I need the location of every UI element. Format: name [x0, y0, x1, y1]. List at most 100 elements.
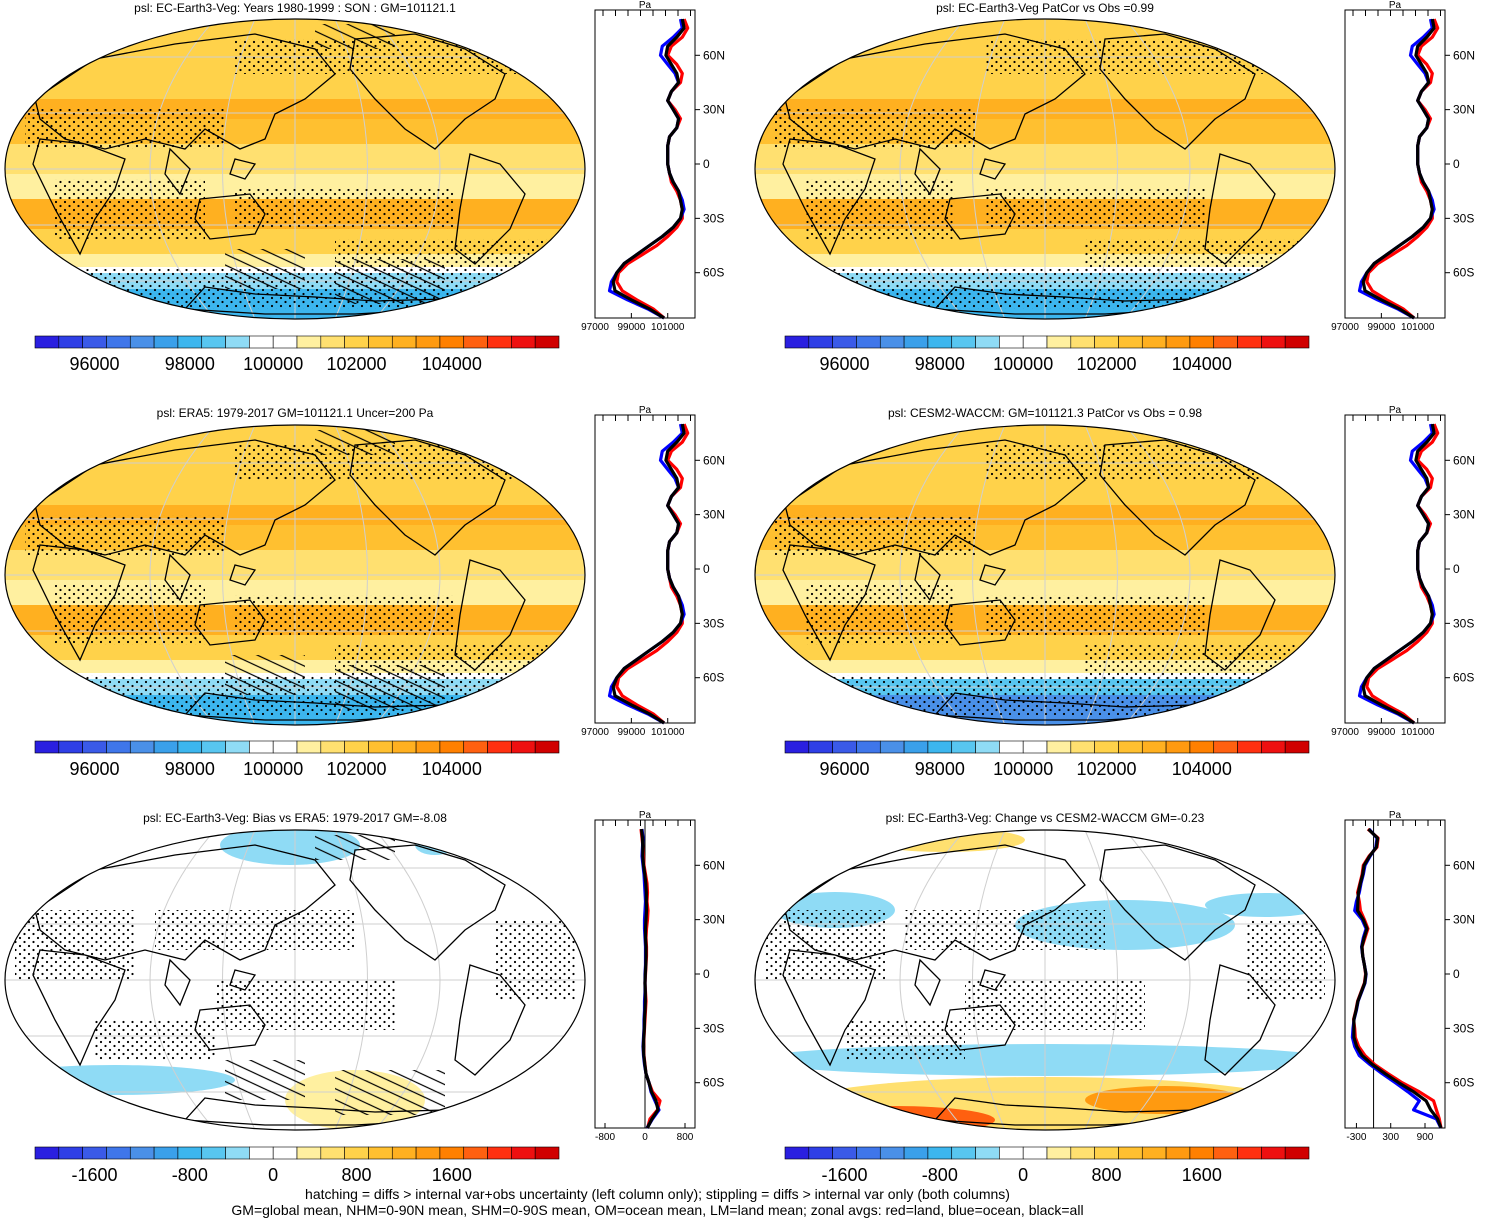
colorbar-swatch	[272, 1146, 298, 1160]
colorbar-swatch	[1189, 740, 1215, 754]
zonal-x-label: 101000	[651, 727, 685, 738]
zonal-unit-label: Pa	[1389, 405, 1402, 416]
colorbar-swatch	[1094, 1146, 1119, 1160]
zonal-lat-label: 0	[703, 157, 710, 171]
footer-hatching-note: hatching = diffs > internal var+obs unce…	[305, 1186, 1010, 1202]
colorbar-swatch	[903, 1146, 929, 1160]
colorbar-swatch	[463, 335, 488, 349]
zonal-x-label: 99000	[1367, 322, 1395, 333]
colorbar-swatch	[1165, 1146, 1191, 1160]
zonal-unit-label: Pa	[1389, 0, 1402, 11]
colorbar-tick-label: 100000	[243, 759, 303, 779]
footer-abbreviations-note: GM=global mean, NHM=0-90N mean, SHM=0-90…	[231, 1202, 1084, 1218]
zonal-lat-label: 0	[703, 562, 710, 576]
zonal-series-all	[1361, 423, 1436, 725]
map-title: psl: CESM2-WACCM: GM=101121.3 PatCor vs …	[888, 406, 1202, 420]
colorbar-swatch	[975, 1146, 1000, 1160]
colorbar-tick-label: 0	[1018, 1165, 1028, 1185]
colorbar-swatch	[201, 1146, 226, 1160]
zonal-plot-1-1: Pa 60N 30N 0 30S 60S 97000 99000 101000	[1331, 405, 1475, 738]
colorbar-tick-label: 1600	[1182, 1165, 1222, 1185]
zonal-lat-label: 30S	[1453, 211, 1474, 225]
colorbar-swatch	[1141, 335, 1167, 349]
colorbar-swatch	[1022, 740, 1048, 754]
colorbar-swatch	[1284, 740, 1310, 754]
colorbar-swatch	[225, 1146, 250, 1160]
colorbar-abs-0-1: 96000 98000 100000 102000 104000	[784, 335, 1310, 374]
colorbar-swatch	[106, 335, 131, 349]
zonal-plot-1-0: Pa 60N 30N 0 30S 60S 97000 99000 101000	[581, 405, 725, 738]
coastlines	[782, 844, 1276, 1126]
zonal-series-land	[615, 423, 690, 725]
map-field	[5, 425, 585, 725]
map-border	[4, 424, 586, 726]
colorbar-swatch	[1284, 335, 1310, 349]
colorbar-swatch	[439, 335, 465, 349]
map-field	[755, 830, 1335, 1130]
colorbar-abs-1-0: 96000 98000 100000 102000 104000	[34, 740, 560, 779]
colorbar-swatch	[951, 1146, 976, 1160]
colorbar-swatch	[1261, 335, 1286, 349]
colorbar-swatch	[1046, 740, 1072, 754]
colorbar-swatch	[58, 740, 83, 754]
colorbar-tick-label: 100000	[993, 354, 1053, 374]
colorbar-tick-label: 96000	[820, 759, 870, 779]
map-border	[754, 18, 1336, 320]
colorbar-tick-label: -1600	[822, 1165, 868, 1185]
zonal-x-label: 99000	[617, 322, 645, 333]
colorbar-swatch	[415, 1146, 441, 1160]
colorbar-swatch	[225, 740, 250, 754]
colorbar-swatch	[1070, 740, 1095, 754]
colorbar-swatch	[1022, 335, 1048, 349]
colorbar-swatch	[951, 740, 976, 754]
zonal-lat-label: 60S	[1453, 266, 1474, 280]
zonal-x-label: 900	[1417, 1132, 1434, 1143]
colorbar-tick-label: 102000	[1077, 354, 1137, 374]
zonal-lat-label: 60N	[1453, 48, 1475, 62]
colorbar-diff-2-0: -1600 -800 0 800 1600	[34, 1146, 560, 1185]
colorbar-swatch	[487, 335, 512, 349]
colorbar-swatch	[511, 740, 536, 754]
zonal-x-label: 99000	[617, 727, 645, 738]
map-panel-p4: psl: CESM2-WACCM: GM=101121.3 PatCor vs …	[754, 406, 1336, 726]
colorbar-swatch	[999, 740, 1024, 754]
colorbar-tick-label: 1600	[432, 1165, 472, 1185]
colorbar-swatch	[808, 740, 833, 754]
colorbar-swatch	[177, 335, 203, 349]
colorbar-tick-label: 800	[1092, 1165, 1122, 1185]
colorbar-swatch	[1261, 1146, 1286, 1160]
zonal-lat-label: 60N	[1453, 858, 1475, 872]
colorbar-swatch	[832, 335, 857, 349]
colorbar-swatch	[249, 1146, 274, 1160]
colorbar-tick-label: 0	[268, 1165, 278, 1185]
colorbar-swatch	[296, 740, 322, 754]
colorbar-swatch	[82, 335, 107, 349]
zonal-lat-label: 30N	[1453, 103, 1475, 117]
zonal-lat-label: 30S	[703, 1021, 724, 1035]
colorbar-swatch	[1118, 335, 1143, 349]
colorbar-swatch	[1141, 740, 1167, 754]
zonal-series-land	[615, 18, 690, 320]
zonal-series-land	[1365, 18, 1440, 320]
colorbar-swatch	[903, 335, 929, 349]
zonal-lat-label: 30S	[1453, 1021, 1474, 1035]
zonal-lat-label: 60S	[1453, 671, 1474, 685]
colorbar-swatch	[784, 1146, 810, 1160]
colorbar-swatch	[272, 335, 298, 349]
zonal-lat-label: 30N	[703, 103, 725, 117]
colorbar-swatch	[391, 1146, 417, 1160]
colorbar-swatch	[927, 740, 953, 754]
colorbar-swatch	[832, 740, 857, 754]
zonal-lat-label: 30N	[1453, 913, 1475, 927]
zonal-x-label: -300	[1346, 1132, 1366, 1143]
colorbar-swatch	[1118, 1146, 1143, 1160]
colorbar-swatch	[784, 335, 810, 349]
zonal-lat-label: 30S	[703, 616, 724, 630]
coastlines	[32, 844, 526, 1126]
zonal-series-all	[639, 828, 660, 1129]
zonal-x-label: 97000	[581, 322, 609, 333]
colorbar-swatch	[1046, 1146, 1072, 1160]
colorbar-abs-1-1: 96000 98000 100000 102000 104000	[784, 740, 1310, 779]
colorbar-tick-label: 800	[342, 1165, 372, 1185]
colorbar-swatch	[249, 335, 274, 349]
